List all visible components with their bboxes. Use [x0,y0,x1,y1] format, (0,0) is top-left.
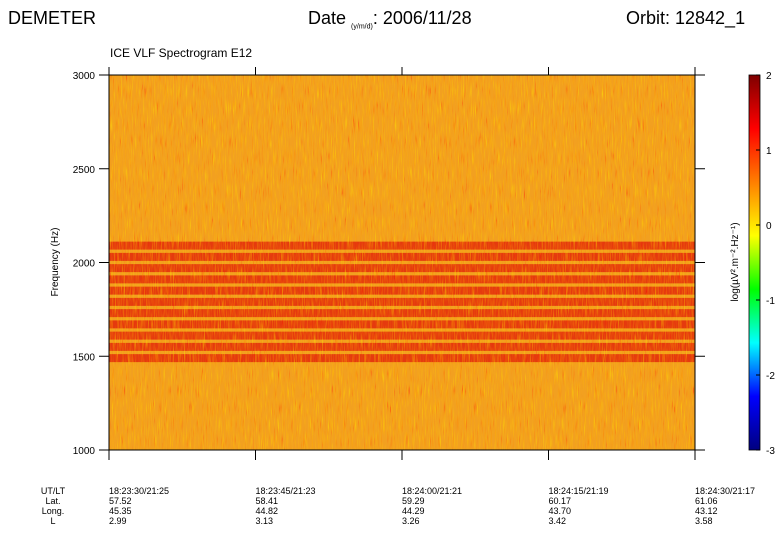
ephemeris-long: 43.70 [548,506,572,516]
ephemeris-time: 18:23:45/21:23 [255,486,316,496]
ephemeris-row-labels: UT/LT Lat. Long. L [34,486,72,526]
colorbar-tick-label: 0 [766,221,772,232]
date-unit: (y/m/d) [351,23,373,31]
colorbar-tick-label: -3 [766,446,775,457]
orbit-label: Orbit: 12842_1 [626,8,746,28]
ephemeris-lat: 60.17 [548,496,572,506]
ephemeris-column: 18:24:30/21:17 61.06 43.12 3.58 [695,486,755,526]
ephemeris-time: 18:24:00/21:21 [402,486,463,496]
colorbar-title: log(µV².m⁻².Hz⁻¹) [730,222,741,301]
y-tick-label: 2500 [73,165,96,176]
ephemeris-column: 18:24:15/21:19 60.17 43.70 3.42 [549,486,609,526]
x-axis [108,67,696,460]
ephemeris-row-label: L [50,516,56,526]
y-tick-label: 1500 [73,352,96,363]
ephemeris-long: 44.82 [255,506,279,516]
ephemeris-time: 18:23:30/21:25 [109,486,170,496]
date-value: : 2006/11/28 [372,8,472,28]
ephemeris-time: 18:24:30/21:17 [695,486,756,496]
y-tick-label: 2000 [73,259,96,270]
ephemeris-long: 45.35 [109,506,132,516]
y-tick-label: 1000 [73,446,96,457]
colorbar-ticks: 2 1 0 -1 -2 -3 [756,71,775,457]
ephemeris-long: 44.29 [402,506,425,516]
y-axis: 1000 1500 2000 2500 3000 [73,71,705,457]
ephemeris-row-label: Lat. [45,496,61,506]
plot-area [109,75,695,450]
colorbar-tick-label: -1 [766,296,775,307]
ephemeris-long: 43.12 [695,506,718,516]
colorbar-tick-label: -2 [766,371,775,382]
ephemeris-time: 18:24:15/21:19 [548,486,609,496]
spectrogram-texture [109,75,695,450]
colorbar-tick-label: 1 [766,146,772,157]
ephemeris-l: 3.58 [695,516,713,526]
ephemeris-l: 2.99 [109,516,127,526]
ephemeris-l: 3.42 [548,516,567,526]
ephemeris-row-label: UT/LT [40,486,66,496]
mission-name: DEMETER [8,8,97,28]
ephemeris-lat: 58.41 [255,496,279,506]
date-label: Date [308,8,347,28]
ephemeris-lat: 57.52 [109,496,132,506]
ephemeris-column: 18:23:45/21:23 58.41 44.82 3.13 [256,486,316,526]
ephemeris-lat: 59.29 [402,496,425,506]
chart-title: ICE VLF Spectrogram E12 [110,46,253,60]
y-tick-label: 3000 [73,71,96,82]
colorbar-tick-label: 2 [766,71,772,82]
y-axis-title: Frequency (Hz) [50,228,61,297]
colorbar [748,74,761,451]
ephemeris-column: 18:23:30/21:25 57.52 45.35 2.99 [109,486,169,526]
date-header: Date (y/m/d): 2006/11/28 [308,8,472,31]
spectrogram-chart: 1000 1500 2000 2500 3000 Frequency (Hz) 2 1 0 -… [50,67,775,460]
ephemeris-row-label: Long. [41,506,65,516]
ephemeris-l: 3.26 [402,516,420,526]
ephemeris-column: 18:24:00/21:21 59.29 44.29 3.26 [402,486,462,526]
ephemeris-lat: 61.06 [695,496,718,506]
ephemeris-l: 3.13 [255,516,274,526]
